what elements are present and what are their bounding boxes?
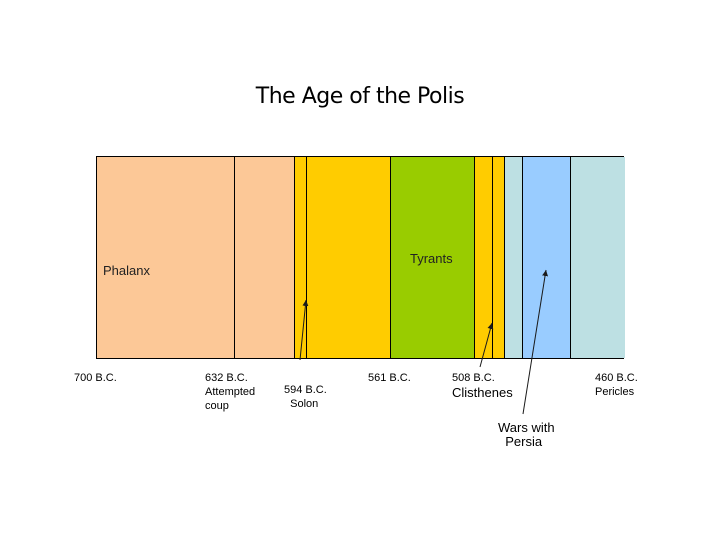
segment-phalanx-a bbox=[97, 157, 235, 358]
arrow-icon bbox=[479, 322, 494, 368]
date-label: 508 B.C. bbox=[452, 372, 495, 384]
segment-solon-b bbox=[307, 157, 391, 358]
segment-persia bbox=[523, 157, 571, 358]
segment-tyrants bbox=[391, 157, 475, 358]
date-label: 561 B.C. bbox=[368, 372, 411, 384]
arrow-icon bbox=[299, 299, 309, 361]
date-label: 594 B.C. Solon bbox=[284, 384, 327, 410]
segment-solon-a bbox=[295, 157, 307, 358]
arrow-icon bbox=[522, 269, 549, 415]
segment-light-a bbox=[505, 157, 523, 358]
segment-clisthenes-b bbox=[493, 157, 505, 358]
period-label: Tyrants bbox=[410, 251, 453, 266]
page-title: The Age of the Polis bbox=[255, 84, 465, 109]
timeline-bar bbox=[96, 156, 625, 359]
date-label: Wars with Persia bbox=[498, 420, 555, 449]
date-label: 700 B.C. bbox=[74, 372, 117, 384]
date-label: 632 B.C. Attempted coup bbox=[205, 372, 256, 412]
date-label: Clisthenes bbox=[452, 385, 513, 400]
date-label: 460 B.C. Pericles bbox=[595, 372, 638, 398]
period-label: Phalanx bbox=[103, 263, 150, 278]
segment-phalanx-b bbox=[235, 157, 295, 358]
segment-clisthenes-a bbox=[475, 157, 493, 358]
segment-pericles bbox=[571, 157, 625, 358]
